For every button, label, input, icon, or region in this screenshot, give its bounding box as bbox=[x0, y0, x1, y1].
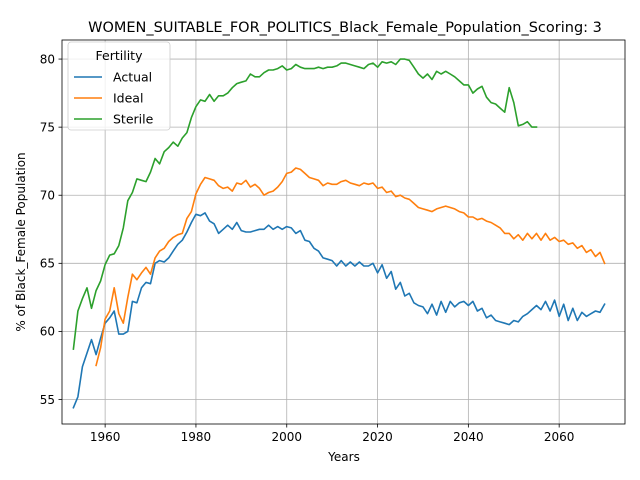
series-line-actual bbox=[72, 212, 606, 409]
legend-label-actual: Actual bbox=[113, 70, 152, 85]
y-tick-label: 60 bbox=[40, 325, 55, 339]
legend-label-sterile: Sterile bbox=[113, 112, 154, 127]
x-tick-label: 2000 bbox=[271, 430, 302, 444]
x-tick-label: 2020 bbox=[362, 430, 393, 444]
x-tick-label: 2060 bbox=[544, 430, 575, 444]
x-tick-label: 1980 bbox=[181, 430, 212, 444]
plot-frame bbox=[61, 39, 626, 425]
y-tick-label: 70 bbox=[40, 189, 55, 203]
y-tick-label: 55 bbox=[40, 393, 55, 407]
legend-entries: Actual Ideal Sterile bbox=[74, 70, 154, 127]
x-axis-title: Years bbox=[327, 450, 360, 464]
chart-title: WOMEN_SUITABLE_FOR_POLITICS_Black_Female… bbox=[88, 20, 602, 36]
legend-label-ideal: Ideal bbox=[113, 91, 143, 106]
series-lines bbox=[72, 58, 606, 409]
y-tick-label: 80 bbox=[40, 52, 55, 66]
legend: Fertility Actual Ideal Sterile bbox=[67, 41, 171, 131]
x-tick-label: 2040 bbox=[453, 430, 484, 444]
legend-box bbox=[67, 41, 171, 131]
x-tick-label: 1960 bbox=[90, 430, 121, 444]
series-line-ideal bbox=[95, 167, 606, 367]
y-axis-title: % of Black_Female Population bbox=[14, 152, 28, 331]
series-line-sterile bbox=[72, 58, 538, 350]
axis-ticks: 1960 1980 2000 2020 2040 2060 55 60 65 70 75 80 bbox=[40, 52, 575, 444]
legend-title: Fertility bbox=[96, 48, 144, 63]
y-tick-label: 65 bbox=[40, 257, 55, 271]
y-tick-label: 75 bbox=[40, 120, 55, 134]
